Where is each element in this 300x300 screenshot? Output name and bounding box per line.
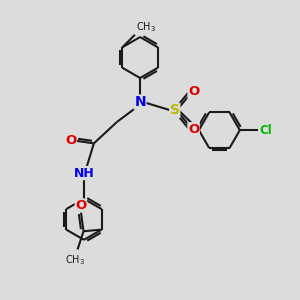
Text: CH$_3$: CH$_3$ <box>136 20 156 34</box>
Text: CH$_3$: CH$_3$ <box>65 254 85 267</box>
Text: N: N <box>134 95 146 109</box>
Text: NH: NH <box>74 167 94 180</box>
Text: O: O <box>188 85 199 98</box>
Text: Cl: Cl <box>259 124 272 137</box>
Text: O: O <box>65 134 76 147</box>
Text: O: O <box>75 199 86 212</box>
Text: S: S <box>170 103 180 117</box>
Text: O: O <box>188 123 199 136</box>
